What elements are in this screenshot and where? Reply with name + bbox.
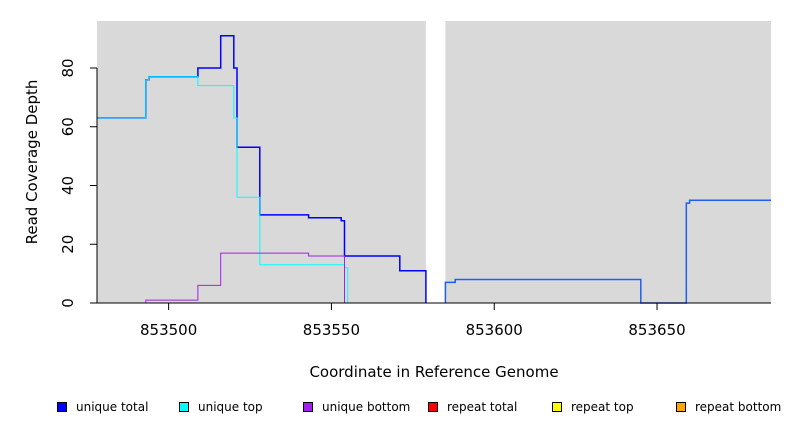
legend-swatch-2 xyxy=(303,402,313,412)
legend-swatch-5 xyxy=(676,402,686,412)
legend-item-5: repeat bottom xyxy=(676,400,781,414)
y-tick-label-4: 80 xyxy=(59,58,77,77)
axes-layer: 853500 853550 853600 853650 0 20 40 60 80 xyxy=(59,58,771,339)
legend: unique total unique top unique bottom repea… xyxy=(0,400,792,420)
series-line-2 xyxy=(97,252,426,304)
legend-label-0: unique total xyxy=(76,400,149,414)
x-tick-label-3: 853650 xyxy=(628,321,685,339)
series-line-1 xyxy=(97,76,426,304)
y-tick-label-0: 0 xyxy=(59,298,77,308)
gap-region xyxy=(425,21,446,303)
legend-label-3: repeat total xyxy=(447,400,518,414)
legend-swatch-4 xyxy=(552,402,562,412)
legend-label-2: unique bottom xyxy=(322,400,411,414)
y-tick-label-2: 40 xyxy=(59,176,77,195)
y-axis-title: Read Coverage Depth xyxy=(23,80,41,245)
legend-swatch-3 xyxy=(428,402,438,412)
coverage-chart: 853500 853550 853600 853650 0 20 40 60 80 Coordi… xyxy=(23,21,771,381)
x-axis-title: Coordinate in Reference Genome xyxy=(309,363,558,381)
legend-label-4: repeat top xyxy=(571,400,634,414)
x-tick-label-1: 853550 xyxy=(303,321,360,339)
legend-item-4: repeat top xyxy=(552,400,634,414)
legend-item-0: unique total xyxy=(57,400,148,414)
legend-item-1: unique top xyxy=(179,400,263,414)
y-tick-label-1: 20 xyxy=(59,235,77,254)
legend-swatch-1 xyxy=(179,402,189,412)
legend-item-3: repeat total xyxy=(428,400,517,414)
x-tick-label-0: 853500 xyxy=(140,321,197,339)
x-tick-label-2: 853600 xyxy=(466,321,523,339)
legend-label-5: repeat bottom xyxy=(695,400,782,414)
legend-item-2: unique bottom xyxy=(303,400,410,414)
legend-label-1: unique top xyxy=(198,400,263,414)
y-tick-label-3: 60 xyxy=(59,117,77,136)
legend-swatch-0 xyxy=(57,402,67,412)
